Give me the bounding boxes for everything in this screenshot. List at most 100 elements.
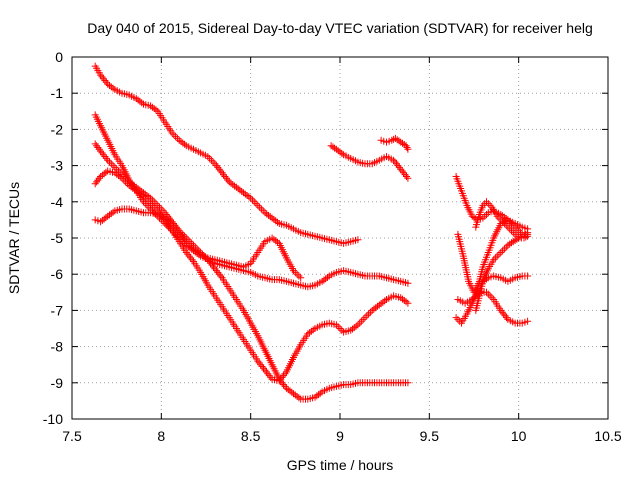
data-point — [397, 138, 405, 146]
data-point — [511, 230, 519, 238]
data-point — [295, 272, 303, 280]
data-point — [249, 196, 256, 204]
x-tick-label: 10 — [511, 428, 527, 444]
data-point — [277, 375, 285, 383]
data-point — [484, 200, 492, 208]
data-point — [101, 77, 109, 84]
y-tick-label: -9 — [51, 375, 64, 391]
data-point — [400, 169, 408, 177]
data-point — [185, 252, 193, 260]
data-point — [495, 214, 503, 222]
data-point — [361, 314, 369, 322]
data-point — [186, 241, 194, 249]
data-point — [274, 218, 281, 226]
data-point — [212, 267, 220, 275]
data-points — [91, 62, 532, 403]
x-tick-label: 8 — [157, 428, 165, 444]
data-point — [138, 191, 146, 199]
series-s13 — [472, 229, 532, 314]
data-point — [241, 190, 249, 198]
series-s7 — [377, 134, 412, 153]
data-point — [138, 99, 146, 107]
data-point — [293, 392, 301, 400]
data-point — [508, 239, 515, 247]
data-point — [155, 209, 163, 217]
data-point — [163, 215, 171, 223]
data-point — [468, 212, 476, 220]
data-point — [258, 363, 266, 370]
data-point — [404, 145, 412, 153]
data-point — [240, 189, 247, 197]
data-point — [107, 160, 115, 168]
data-point — [495, 250, 503, 258]
data-point — [265, 372, 273, 380]
data-point — [486, 201, 494, 209]
data-point — [102, 214, 110, 222]
data-point — [522, 230, 530, 238]
data-point — [120, 176, 128, 184]
data-point — [508, 227, 515, 235]
data-point — [93, 178, 101, 186]
data-point — [486, 292, 494, 300]
data-point — [181, 140, 189, 148]
data-point — [95, 174, 103, 182]
data-point — [166, 218, 174, 226]
data-point — [94, 144, 102, 151]
data-point — [214, 163, 222, 171]
data-point — [280, 372, 287, 380]
data-point — [394, 162, 402, 170]
data-point — [468, 296, 476, 303]
chart-title: Day 040 of 2015, Sidereal Day-to-day VTE… — [87, 20, 593, 36]
data-point — [284, 386, 292, 394]
data-point — [266, 213, 274, 221]
data-point — [334, 323, 342, 331]
data-point — [290, 267, 297, 275]
data-point — [265, 211, 272, 219]
y-tick-label: -1 — [51, 85, 64, 101]
data-point — [332, 145, 340, 153]
data-point — [488, 294, 496, 302]
data-point — [109, 208, 117, 216]
data-point — [366, 308, 374, 316]
data-point — [147, 200, 155, 208]
data-point — [165, 217, 172, 225]
data-point — [132, 187, 140, 195]
data-point — [398, 167, 406, 175]
data-point — [243, 192, 251, 199]
data-point — [145, 198, 153, 206]
series-s1 — [91, 62, 362, 247]
data-point — [224, 176, 232, 184]
data-point — [267, 373, 275, 381]
data-point — [357, 317, 365, 325]
y-tick-label: -2 — [51, 121, 64, 137]
data-point — [181, 236, 189, 244]
data-point — [499, 247, 507, 255]
data-point — [483, 211, 490, 218]
data-point — [210, 263, 217, 271]
data-point — [178, 232, 186, 240]
data-point — [506, 218, 514, 226]
data-point — [97, 218, 105, 226]
data-point — [141, 194, 149, 202]
data-point — [404, 174, 412, 182]
data-point — [111, 169, 119, 177]
data-point — [227, 179, 235, 187]
data-point — [275, 377, 283, 385]
data-point — [497, 216, 505, 224]
data-point — [338, 326, 346, 334]
data-point — [184, 250, 192, 258]
data-point — [515, 227, 523, 235]
data-point — [452, 314, 460, 322]
data-point — [391, 158, 399, 166]
data-point — [177, 230, 185, 238]
data-point — [109, 162, 117, 170]
data-point — [195, 249, 203, 257]
data-point — [454, 315, 462, 323]
data-point — [388, 136, 396, 144]
data-point — [187, 254, 195, 262]
data-point — [168, 220, 176, 227]
data-point — [293, 270, 301, 278]
data-point — [212, 162, 220, 170]
data-point — [207, 156, 215, 164]
data-point — [363, 312, 371, 320]
